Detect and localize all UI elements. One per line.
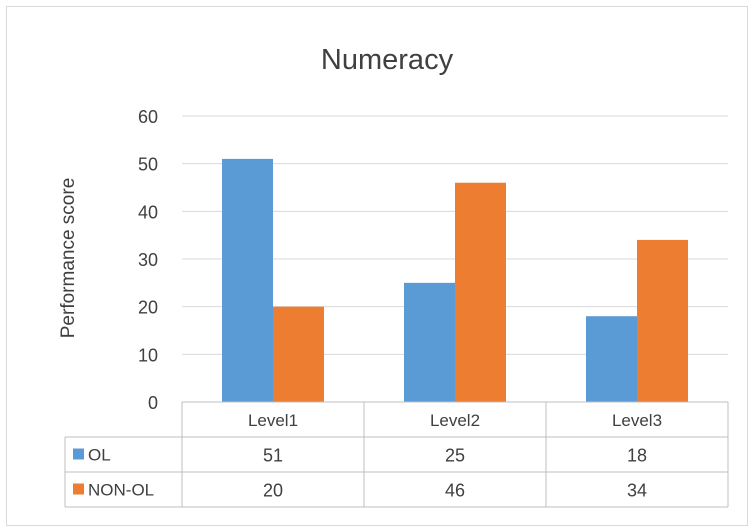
table-value: 18: [627, 446, 647, 466]
bar-non-ol-level2: [455, 182, 506, 402]
x-category-label: Level3: [612, 411, 662, 430]
table-value: 51: [263, 446, 283, 466]
chart-title: Numeracy: [321, 44, 454, 76]
table-value: 25: [445, 446, 465, 466]
y-axis-label: Performance score: [58, 178, 79, 339]
table-value: 20: [263, 481, 283, 501]
legend-key-ol: [73, 448, 84, 460]
bar-ol-level1: [222, 158, 273, 402]
x-category-label: Level2: [430, 411, 480, 430]
x-category-label: Level1: [248, 411, 298, 430]
y-tick-label: 40: [138, 202, 158, 222]
y-tick-label: 30: [138, 250, 158, 270]
bars: [222, 158, 688, 402]
bar-ol-level3: [586, 316, 637, 402]
bar-ol-level2: [404, 282, 455, 402]
y-tick-label: 60: [138, 107, 158, 127]
legend-key-non-ol: [73, 483, 84, 495]
legend-label: NON-OL: [88, 481, 154, 500]
table-value: 34: [627, 481, 647, 501]
y-axis-ticks: 0 10 20 30 40 50 60: [138, 107, 158, 413]
legend-label: OL: [88, 446, 111, 465]
chart-border: [6, 6, 748, 526]
data-table: Level1 Level2 Level3 OL 51 25 18 NON-OL 20 46 34: [64, 401, 729, 508]
y-tick-label: 20: [138, 298, 158, 318]
table-value: 46: [445, 481, 465, 501]
bar-non-ol-level1: [273, 306, 324, 402]
y-tick-label: 50: [138, 155, 158, 175]
y-tick-label: 10: [138, 345, 158, 365]
bar-non-ol-level3: [637, 239, 688, 402]
y-tick-label: 0: [148, 393, 158, 413]
